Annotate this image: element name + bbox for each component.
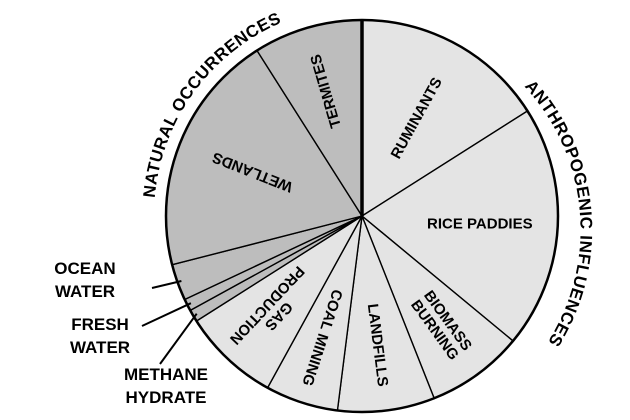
slice-label-rice: RICE PADDIES <box>427 216 533 233</box>
external-label-ocean: OCEAN WATER <box>54 259 115 301</box>
leader-line-ocean <box>151 280 182 289</box>
leader-line-methane <box>159 313 198 365</box>
external-labels: OCEAN WATER FRESH WATER METHANE HYDRATE <box>54 259 208 407</box>
external-label-methane: METHANE HYDRATE <box>124 365 208 407</box>
pie-slices <box>164 18 560 414</box>
external-label-fresh: FRESH WATER <box>70 315 130 357</box>
leader-line-fresh <box>141 302 192 327</box>
